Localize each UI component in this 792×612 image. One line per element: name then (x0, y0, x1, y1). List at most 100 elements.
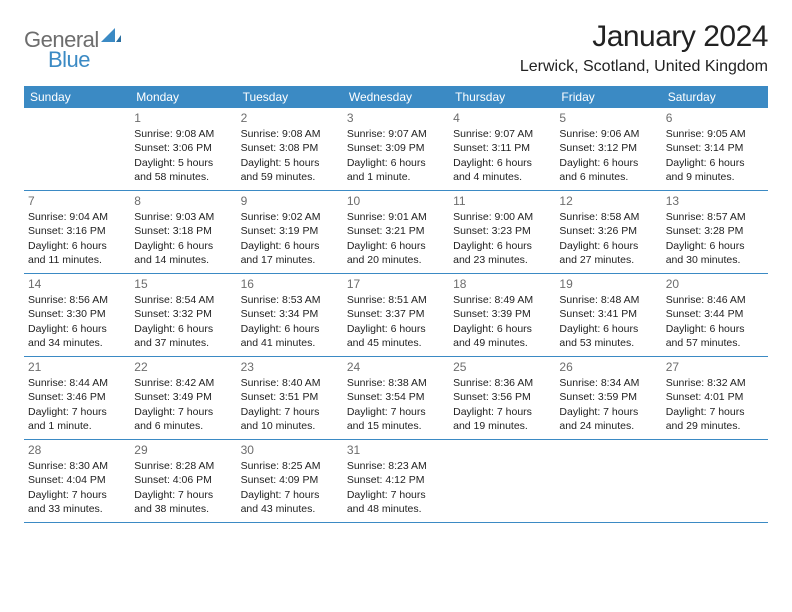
week-row: 7Sunrise: 9:04 AMSunset: 3:16 PMDaylight… (24, 191, 768, 274)
day-number: 10 (347, 193, 445, 209)
day-cell: 26Sunrise: 8:34 AMSunset: 3:59 PMDayligh… (555, 357, 661, 439)
sunrise-text: Sunrise: 9:02 AM (241, 210, 339, 224)
sunrise-text: Sunrise: 8:51 AM (347, 293, 445, 307)
sunrise-text: Sunrise: 8:49 AM (453, 293, 551, 307)
day-cell: 16Sunrise: 8:53 AMSunset: 3:34 PMDayligh… (237, 274, 343, 356)
day-number: 27 (666, 359, 764, 375)
day-number: 7 (28, 193, 126, 209)
sunset-text: Sunset: 3:26 PM (559, 224, 657, 238)
day-cell: 19Sunrise: 8:48 AMSunset: 3:41 PMDayligh… (555, 274, 661, 356)
day-number: 5 (559, 110, 657, 126)
day-number: 6 (666, 110, 764, 126)
sunrise-text: Sunrise: 8:23 AM (347, 459, 445, 473)
sunset-text: Sunset: 3:34 PM (241, 307, 339, 321)
sunset-text: Sunset: 3:49 PM (134, 390, 232, 404)
day-cell: 8Sunrise: 9:03 AMSunset: 3:18 PMDaylight… (130, 191, 236, 273)
day-cell: 9Sunrise: 9:02 AMSunset: 3:19 PMDaylight… (237, 191, 343, 273)
sunrise-text: Sunrise: 9:01 AM (347, 210, 445, 224)
sunset-text: Sunset: 4:04 PM (28, 473, 126, 487)
day-cell (24, 108, 130, 190)
sunrise-text: Sunrise: 8:57 AM (666, 210, 764, 224)
sunrise-text: Sunrise: 8:54 AM (134, 293, 232, 307)
sunrise-text: Sunrise: 8:58 AM (559, 210, 657, 224)
calendar-grid: Sunday Monday Tuesday Wednesday Thursday… (24, 86, 768, 523)
daylight-text: Daylight: 7 hours and 29 minutes. (666, 405, 764, 433)
day-number: 13 (666, 193, 764, 209)
daylight-text: Daylight: 6 hours and 6 minutes. (559, 156, 657, 184)
week-row: 14Sunrise: 8:56 AMSunset: 3:30 PMDayligh… (24, 274, 768, 357)
daylight-text: Daylight: 6 hours and 37 minutes. (134, 322, 232, 350)
sunrise-text: Sunrise: 9:04 AM (28, 210, 126, 224)
day-cell: 1Sunrise: 9:08 AMSunset: 3:06 PMDaylight… (130, 108, 236, 190)
day-cell: 27Sunrise: 8:32 AMSunset: 4:01 PMDayligh… (662, 357, 768, 439)
day-number: 11 (453, 193, 551, 209)
day-number: 31 (347, 442, 445, 458)
day-number: 21 (28, 359, 126, 375)
sunrise-text: Sunrise: 9:07 AM (453, 127, 551, 141)
day-header-thursday: Thursday (449, 86, 555, 108)
day-cell: 6Sunrise: 9:05 AMSunset: 3:14 PMDaylight… (662, 108, 768, 190)
daylight-text: Daylight: 7 hours and 48 minutes. (347, 488, 445, 516)
daylight-text: Daylight: 6 hours and 4 minutes. (453, 156, 551, 184)
daylight-text: Daylight: 6 hours and 30 minutes. (666, 239, 764, 267)
sunset-text: Sunset: 3:21 PM (347, 224, 445, 238)
sunset-text: Sunset: 3:44 PM (666, 307, 764, 321)
day-header-friday: Friday (555, 86, 661, 108)
day-cell (555, 440, 661, 522)
sunrise-text: Sunrise: 8:28 AM (134, 459, 232, 473)
sunrise-text: Sunrise: 9:00 AM (453, 210, 551, 224)
sunset-text: Sunset: 3:56 PM (453, 390, 551, 404)
day-cell: 3Sunrise: 9:07 AMSunset: 3:09 PMDaylight… (343, 108, 449, 190)
day-cell: 18Sunrise: 8:49 AMSunset: 3:39 PMDayligh… (449, 274, 555, 356)
sunset-text: Sunset: 3:54 PM (347, 390, 445, 404)
week-row: 1Sunrise: 9:08 AMSunset: 3:06 PMDaylight… (24, 108, 768, 191)
daylight-text: Daylight: 6 hours and 53 minutes. (559, 322, 657, 350)
day-cell: 31Sunrise: 8:23 AMSunset: 4:12 PMDayligh… (343, 440, 449, 522)
sunrise-text: Sunrise: 8:30 AM (28, 459, 126, 473)
day-number: 14 (28, 276, 126, 292)
day-number: 1 (134, 110, 232, 126)
day-cell: 21Sunrise: 8:44 AMSunset: 3:46 PMDayligh… (24, 357, 130, 439)
day-cell: 17Sunrise: 8:51 AMSunset: 3:37 PMDayligh… (343, 274, 449, 356)
daylight-text: Daylight: 6 hours and 57 minutes. (666, 322, 764, 350)
sunrise-text: Sunrise: 8:32 AM (666, 376, 764, 390)
sunset-text: Sunset: 4:09 PM (241, 473, 339, 487)
daylight-text: Daylight: 6 hours and 17 minutes. (241, 239, 339, 267)
sunset-text: Sunset: 3:51 PM (241, 390, 339, 404)
title-block: January 2024 Lerwick, Scotland, United K… (520, 20, 768, 76)
daylight-text: Daylight: 6 hours and 9 minutes. (666, 156, 764, 184)
daylight-text: Daylight: 6 hours and 27 minutes. (559, 239, 657, 267)
header-row: General Blue January 2024 Lerwick, Scotl… (24, 20, 768, 76)
day-cell: 13Sunrise: 8:57 AMSunset: 3:28 PMDayligh… (662, 191, 768, 273)
day-number: 18 (453, 276, 551, 292)
day-cell: 25Sunrise: 8:36 AMSunset: 3:56 PMDayligh… (449, 357, 555, 439)
sunrise-text: Sunrise: 9:06 AM (559, 127, 657, 141)
sunrise-text: Sunrise: 8:53 AM (241, 293, 339, 307)
day-cell: 11Sunrise: 9:00 AMSunset: 3:23 PMDayligh… (449, 191, 555, 273)
day-number: 26 (559, 359, 657, 375)
sunset-text: Sunset: 3:28 PM (666, 224, 764, 238)
day-cell: 22Sunrise: 8:42 AMSunset: 3:49 PMDayligh… (130, 357, 236, 439)
sunrise-text: Sunrise: 9:03 AM (134, 210, 232, 224)
week-row: 28Sunrise: 8:30 AMSunset: 4:04 PMDayligh… (24, 440, 768, 523)
daylight-text: Daylight: 6 hours and 23 minutes. (453, 239, 551, 267)
daylight-text: Daylight: 7 hours and 33 minutes. (28, 488, 126, 516)
day-header-wednesday: Wednesday (343, 86, 449, 108)
daylight-text: Daylight: 6 hours and 41 minutes. (241, 322, 339, 350)
daylight-text: Daylight: 7 hours and 43 minutes. (241, 488, 339, 516)
daylight-text: Daylight: 6 hours and 45 minutes. (347, 322, 445, 350)
sunset-text: Sunset: 3:18 PM (134, 224, 232, 238)
sunrise-text: Sunrise: 8:46 AM (666, 293, 764, 307)
weeks-container: 1Sunrise: 9:08 AMSunset: 3:06 PMDaylight… (24, 108, 768, 523)
day-header-tuesday: Tuesday (237, 86, 343, 108)
day-cell: 15Sunrise: 8:54 AMSunset: 3:32 PMDayligh… (130, 274, 236, 356)
daylight-text: Daylight: 6 hours and 49 minutes. (453, 322, 551, 350)
sunset-text: Sunset: 3:39 PM (453, 307, 551, 321)
day-cell: 7Sunrise: 9:04 AMSunset: 3:16 PMDaylight… (24, 191, 130, 273)
sunrise-text: Sunrise: 9:07 AM (347, 127, 445, 141)
day-number: 3 (347, 110, 445, 126)
sunrise-text: Sunrise: 9:08 AM (241, 127, 339, 141)
sunset-text: Sunset: 3:37 PM (347, 307, 445, 321)
daylight-text: Daylight: 7 hours and 24 minutes. (559, 405, 657, 433)
sunset-text: Sunset: 3:12 PM (559, 141, 657, 155)
